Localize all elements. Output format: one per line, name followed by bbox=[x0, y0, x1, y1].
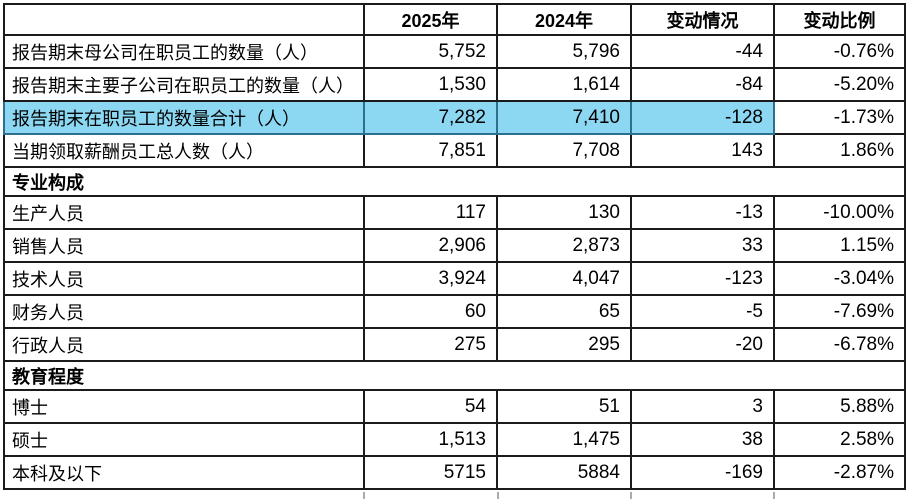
value-2025: 7,282 bbox=[363, 100, 498, 135]
employee-composition-table: 2025年 2024年 变动情况 变动比例 报告期末母公司在职员工的数量（人） 5… bbox=[3, 3, 906, 490]
row-label: 财务人员 bbox=[3, 294, 365, 329]
value-2025: 54 bbox=[363, 389, 498, 424]
value-ratio: -7.69% bbox=[773, 294, 906, 329]
value-2025: 117 bbox=[363, 195, 498, 230]
value-change: -128 bbox=[630, 100, 775, 135]
value-2024: 1,614 bbox=[496, 67, 632, 102]
value-change: -44 bbox=[630, 34, 775, 69]
table-row: 硕士 1,513 1,475 38 2.58% bbox=[3, 422, 906, 457]
row-label: 生产人员 bbox=[3, 195, 365, 230]
value-2025: 3,924 bbox=[363, 261, 498, 296]
value-2024: 1,475 bbox=[496, 422, 632, 457]
value-2024: 295 bbox=[496, 327, 632, 362]
value-ratio: -2.87% bbox=[773, 455, 906, 490]
cutoff-gridline bbox=[630, 492, 632, 499]
row-label: 报告期末主要子公司在职员工的数量（人） bbox=[3, 67, 365, 102]
value-2025: 5,752 bbox=[363, 34, 498, 69]
value-ratio: 2.58% bbox=[773, 422, 906, 457]
row-label: 报告期末在职员工的数量合计（人） bbox=[3, 100, 365, 135]
table-row: 生产人员 117 130 -13 -10.00% bbox=[3, 195, 906, 230]
table-row: 报告期末母公司在职员工的数量（人） 5,752 5,796 -44 -0.76% bbox=[3, 34, 906, 69]
row-label: 硕士 bbox=[3, 422, 365, 457]
value-change: 38 bbox=[630, 422, 775, 457]
cutoff-gridline bbox=[363, 492, 365, 499]
value-change: -123 bbox=[630, 261, 775, 296]
value-ratio: 1.86% bbox=[773, 133, 906, 168]
header-2025: 2025年 bbox=[363, 3, 498, 36]
table-row: 行政人员 275 295 -20 -6.78% bbox=[3, 327, 906, 362]
row-label: 行政人员 bbox=[3, 327, 365, 362]
header-empty bbox=[3, 3, 365, 36]
table-row: 博士 54 51 3 5.88% bbox=[3, 389, 906, 424]
value-2024: 2,873 bbox=[496, 228, 632, 263]
value-2025: 1,513 bbox=[363, 422, 498, 457]
value-2025: 1,530 bbox=[363, 67, 498, 102]
table-row: 当期领取薪酬员工总人数（人） 7,851 7,708 143 1.86% bbox=[3, 133, 906, 168]
table-row: 报告期末主要子公司在职员工的数量（人） 1,530 1,614 -84 -5.20% bbox=[3, 67, 906, 102]
row-label: 博士 bbox=[3, 389, 365, 424]
value-ratio: -10.00% bbox=[773, 195, 906, 230]
cutoff-gridline bbox=[773, 492, 775, 499]
table-row-highlighted: 报告期末在职员工的数量合计（人） 7,282 7,410 -128 -1.73% bbox=[3, 100, 906, 135]
value-2024: 7,708 bbox=[496, 133, 632, 168]
value-2025: 5715 bbox=[363, 455, 498, 490]
row-label: 当期领取薪酬员工总人数（人） bbox=[3, 133, 365, 168]
value-change: 33 bbox=[630, 228, 775, 263]
row-label: 技术人员 bbox=[3, 261, 365, 296]
cutoff-next-row bbox=[3, 492, 904, 499]
value-change: -20 bbox=[630, 327, 775, 362]
header-ratio: 变动比例 bbox=[773, 3, 906, 36]
section-row: 专业构成 bbox=[3, 166, 906, 197]
value-2025: 7,851 bbox=[363, 133, 498, 168]
section-label: 专业构成 bbox=[3, 166, 906, 197]
cutoff-gridline bbox=[497, 492, 499, 499]
value-2024: 65 bbox=[496, 294, 632, 329]
table-body: 报告期末母公司在职员工的数量（人） 5,752 5,796 -44 -0.76% 报告期末… bbox=[3, 34, 906, 490]
value-2024: 130 bbox=[496, 195, 632, 230]
value-2024: 4,047 bbox=[496, 261, 632, 296]
table-row: 销售人员 2,906 2,873 33 1.15% bbox=[3, 228, 906, 263]
value-2025: 2,906 bbox=[363, 228, 498, 263]
value-2024: 5884 bbox=[496, 455, 632, 490]
section-row: 教育程度 bbox=[3, 360, 906, 391]
value-change: -84 bbox=[630, 67, 775, 102]
value-2024: 51 bbox=[496, 389, 632, 424]
value-change: -13 bbox=[630, 195, 775, 230]
row-label: 报告期末母公司在职员工的数量（人） bbox=[3, 34, 365, 69]
value-change: 3 bbox=[630, 389, 775, 424]
row-label: 销售人员 bbox=[3, 228, 365, 263]
value-2024: 7,410 bbox=[496, 100, 632, 135]
value-ratio: -0.76% bbox=[773, 34, 906, 69]
value-ratio: -3.04% bbox=[773, 261, 906, 296]
header-change: 变动情况 bbox=[630, 3, 775, 36]
value-ratio: -1.73% bbox=[773, 100, 906, 135]
value-ratio: 1.15% bbox=[773, 228, 906, 263]
header-row: 2025年 2024年 变动情况 变动比例 bbox=[3, 3, 906, 36]
table-row: 本科及以下 5715 5884 -169 -2.87% bbox=[3, 455, 906, 490]
value-ratio: -5.20% bbox=[773, 67, 906, 102]
table-row: 财务人员 60 65 -5 -7.69% bbox=[3, 294, 906, 329]
value-change: -169 bbox=[630, 455, 775, 490]
section-label: 教育程度 bbox=[3, 360, 906, 391]
value-change: -5 bbox=[630, 294, 775, 329]
value-change: 143 bbox=[630, 133, 775, 168]
table-row: 技术人员 3,924 4,047 -123 -3.04% bbox=[3, 261, 906, 296]
value-ratio: 5.88% bbox=[773, 389, 906, 424]
value-2024: 5,796 bbox=[496, 34, 632, 69]
value-ratio: -6.78% bbox=[773, 327, 906, 362]
header-2024: 2024年 bbox=[496, 3, 632, 36]
value-2025: 60 bbox=[363, 294, 498, 329]
value-2025: 275 bbox=[363, 327, 498, 362]
row-label: 本科及以下 bbox=[3, 455, 365, 490]
